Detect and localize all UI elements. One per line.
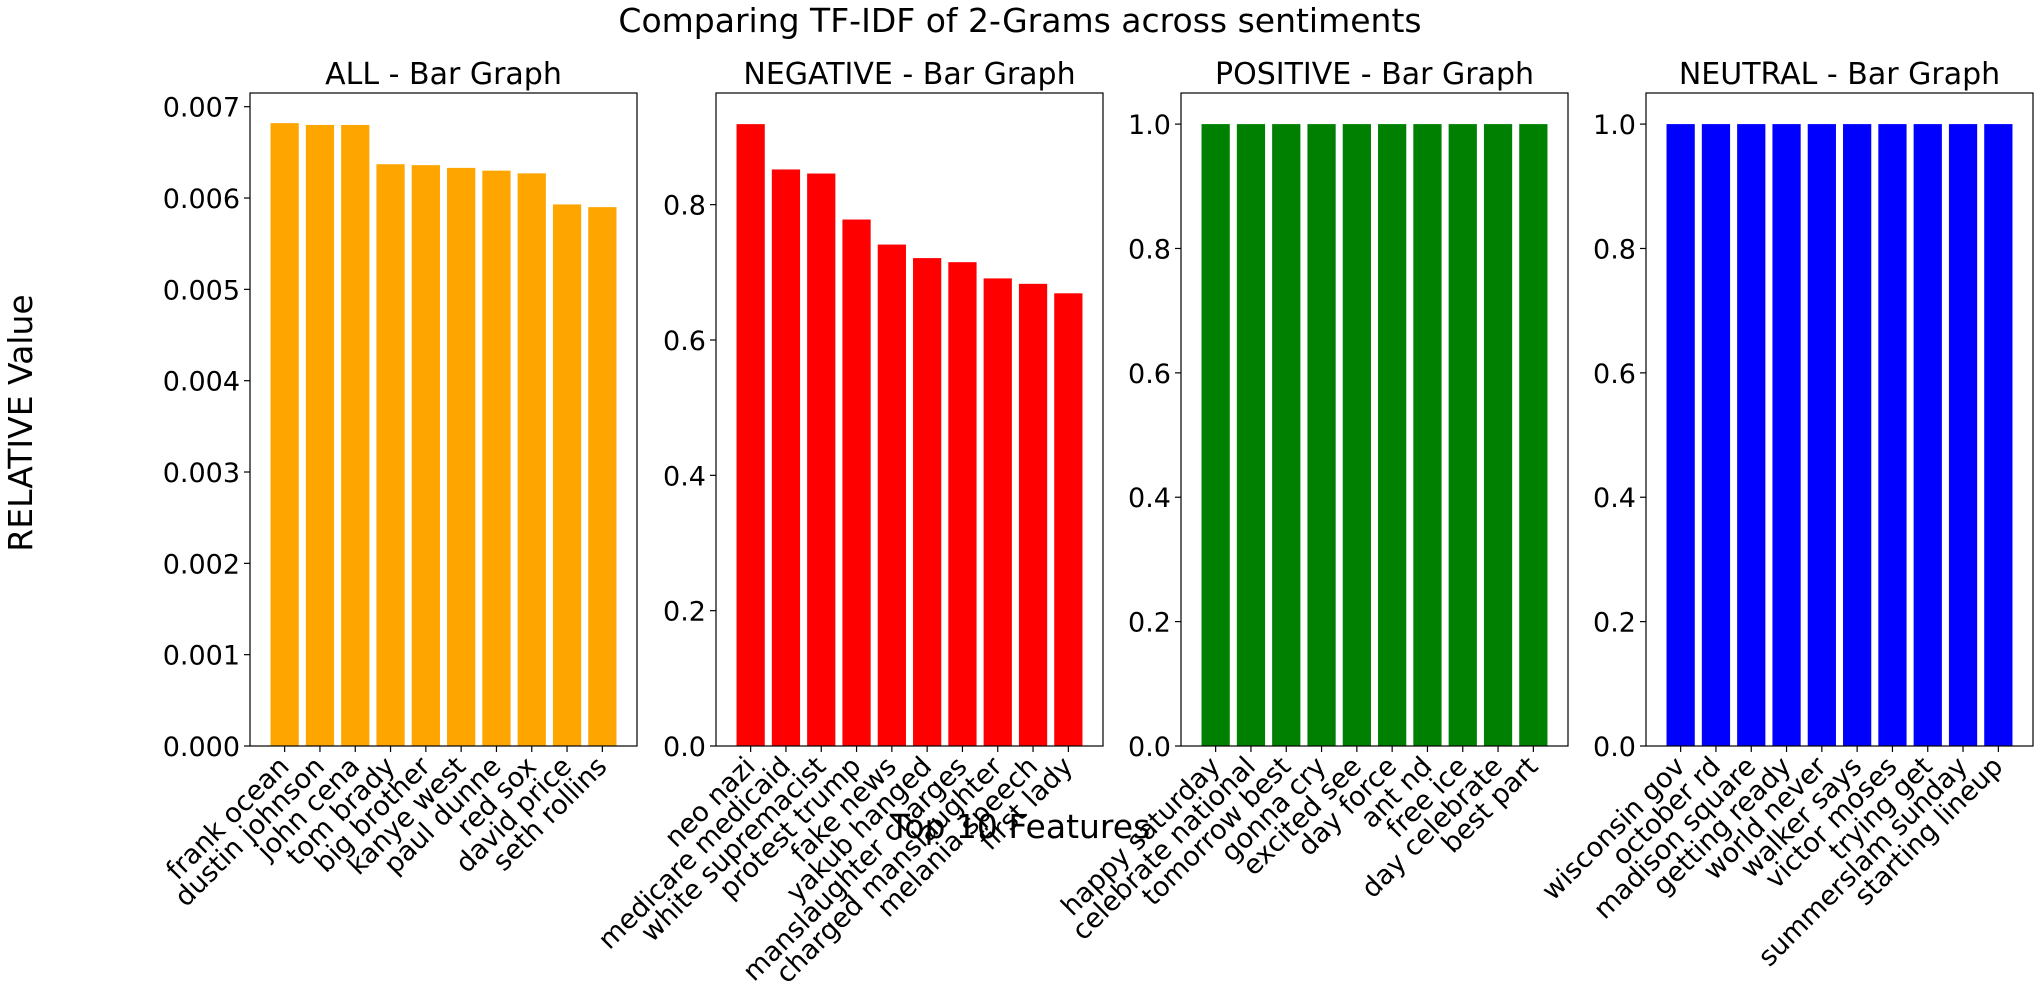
y-tick-label: 0.003 — [163, 458, 240, 489]
y-tick-label: 0.002 — [163, 549, 240, 580]
bar — [1307, 124, 1336, 747]
y-tick-label: 0.2 — [1593, 608, 1636, 639]
bar — [1236, 124, 1266, 747]
bar — [552, 204, 582, 747]
bar — [1666, 124, 1695, 747]
y-tick-label: 0.006 — [163, 184, 240, 215]
bar — [1201, 124, 1230, 747]
y-tick-label: 0.6 — [1593, 359, 1636, 390]
bar — [842, 219, 871, 746]
bar — [1772, 124, 1801, 747]
bar — [1519, 124, 1548, 747]
axes-frame — [715, 92, 1104, 747]
y-tick-label: 0.8 — [1593, 234, 1636, 265]
bar — [1342, 124, 1371, 747]
y-tick-label: 0.0 — [663, 732, 706, 763]
subplot-title: NEGATIVE - Bar Graph — [743, 57, 1075, 92]
bar — [948, 262, 977, 746]
axes-frame — [249, 92, 638, 747]
y-tick-label: 0.4 — [1593, 483, 1636, 514]
bar — [1272, 124, 1301, 747]
x-axis-label: Top 10 Features — [889, 807, 1151, 846]
bar — [1483, 124, 1513, 747]
bar — [1878, 124, 1907, 747]
y-tick-label: 0.6 — [663, 326, 706, 357]
y-tick-label: 0.000 — [163, 732, 240, 763]
bar — [482, 170, 511, 746]
figure-suptitle: Comparing TF-IDF of 2-Grams across senti… — [618, 1, 1421, 40]
y-tick-label: 0.4 — [663, 461, 706, 492]
subplot-title: ALL - Bar Graph — [325, 57, 562, 92]
y-tick-label: 0.6 — [1128, 359, 1171, 390]
y-tick-label: 0.007 — [163, 93, 240, 124]
y-axis-label: RELATIVE Value — [1, 294, 40, 551]
bar — [736, 124, 765, 747]
y-tick-label: 0.0 — [1128, 732, 1171, 763]
bar — [588, 207, 617, 747]
bar — [807, 173, 836, 746]
y-tick-label: 0.8 — [1128, 234, 1171, 265]
bar — [270, 123, 299, 747]
y-tick-label: 0.005 — [163, 275, 240, 306]
bar — [1984, 124, 2013, 747]
subplot-title: POSITIVE - Bar Graph — [1215, 57, 1534, 92]
bar — [376, 164, 405, 747]
bar — [305, 124, 335, 747]
y-tick-label: 0.2 — [1128, 608, 1171, 639]
bar — [983, 278, 1012, 746]
bar — [517, 173, 546, 746]
bar — [877, 244, 906, 746]
bar — [1018, 283, 1048, 746]
bar — [1843, 124, 1872, 747]
bar — [1913, 124, 1942, 747]
bar — [341, 124, 370, 747]
bar — [1448, 124, 1477, 747]
bar — [1807, 124, 1836, 747]
y-tick-label: 0.004 — [163, 367, 240, 398]
y-tick-label: 0.4 — [1128, 483, 1171, 514]
y-tick-label: 0.8 — [663, 191, 706, 222]
bar — [1948, 124, 1978, 747]
y-tick-label: 1.0 — [1128, 110, 1171, 141]
bar — [1054, 293, 1083, 746]
subplot-title: NEUTRAL - Bar Graph — [1679, 57, 2000, 92]
bar — [771, 169, 801, 747]
bar — [447, 167, 476, 746]
y-tick-label: 0.2 — [663, 597, 706, 628]
bar — [411, 165, 440, 746]
axes-frame — [1645, 92, 2034, 747]
y-tick-label: 0.0 — [1593, 732, 1636, 763]
y-tick-label: 0.001 — [163, 641, 240, 672]
bar — [1701, 124, 1731, 747]
axes-frame — [1180, 92, 1569, 747]
bar — [1413, 124, 1442, 747]
y-tick-label: 1.0 — [1593, 110, 1636, 141]
bar — [913, 258, 942, 746]
bar — [1378, 124, 1407, 747]
bar — [1737, 124, 1766, 747]
